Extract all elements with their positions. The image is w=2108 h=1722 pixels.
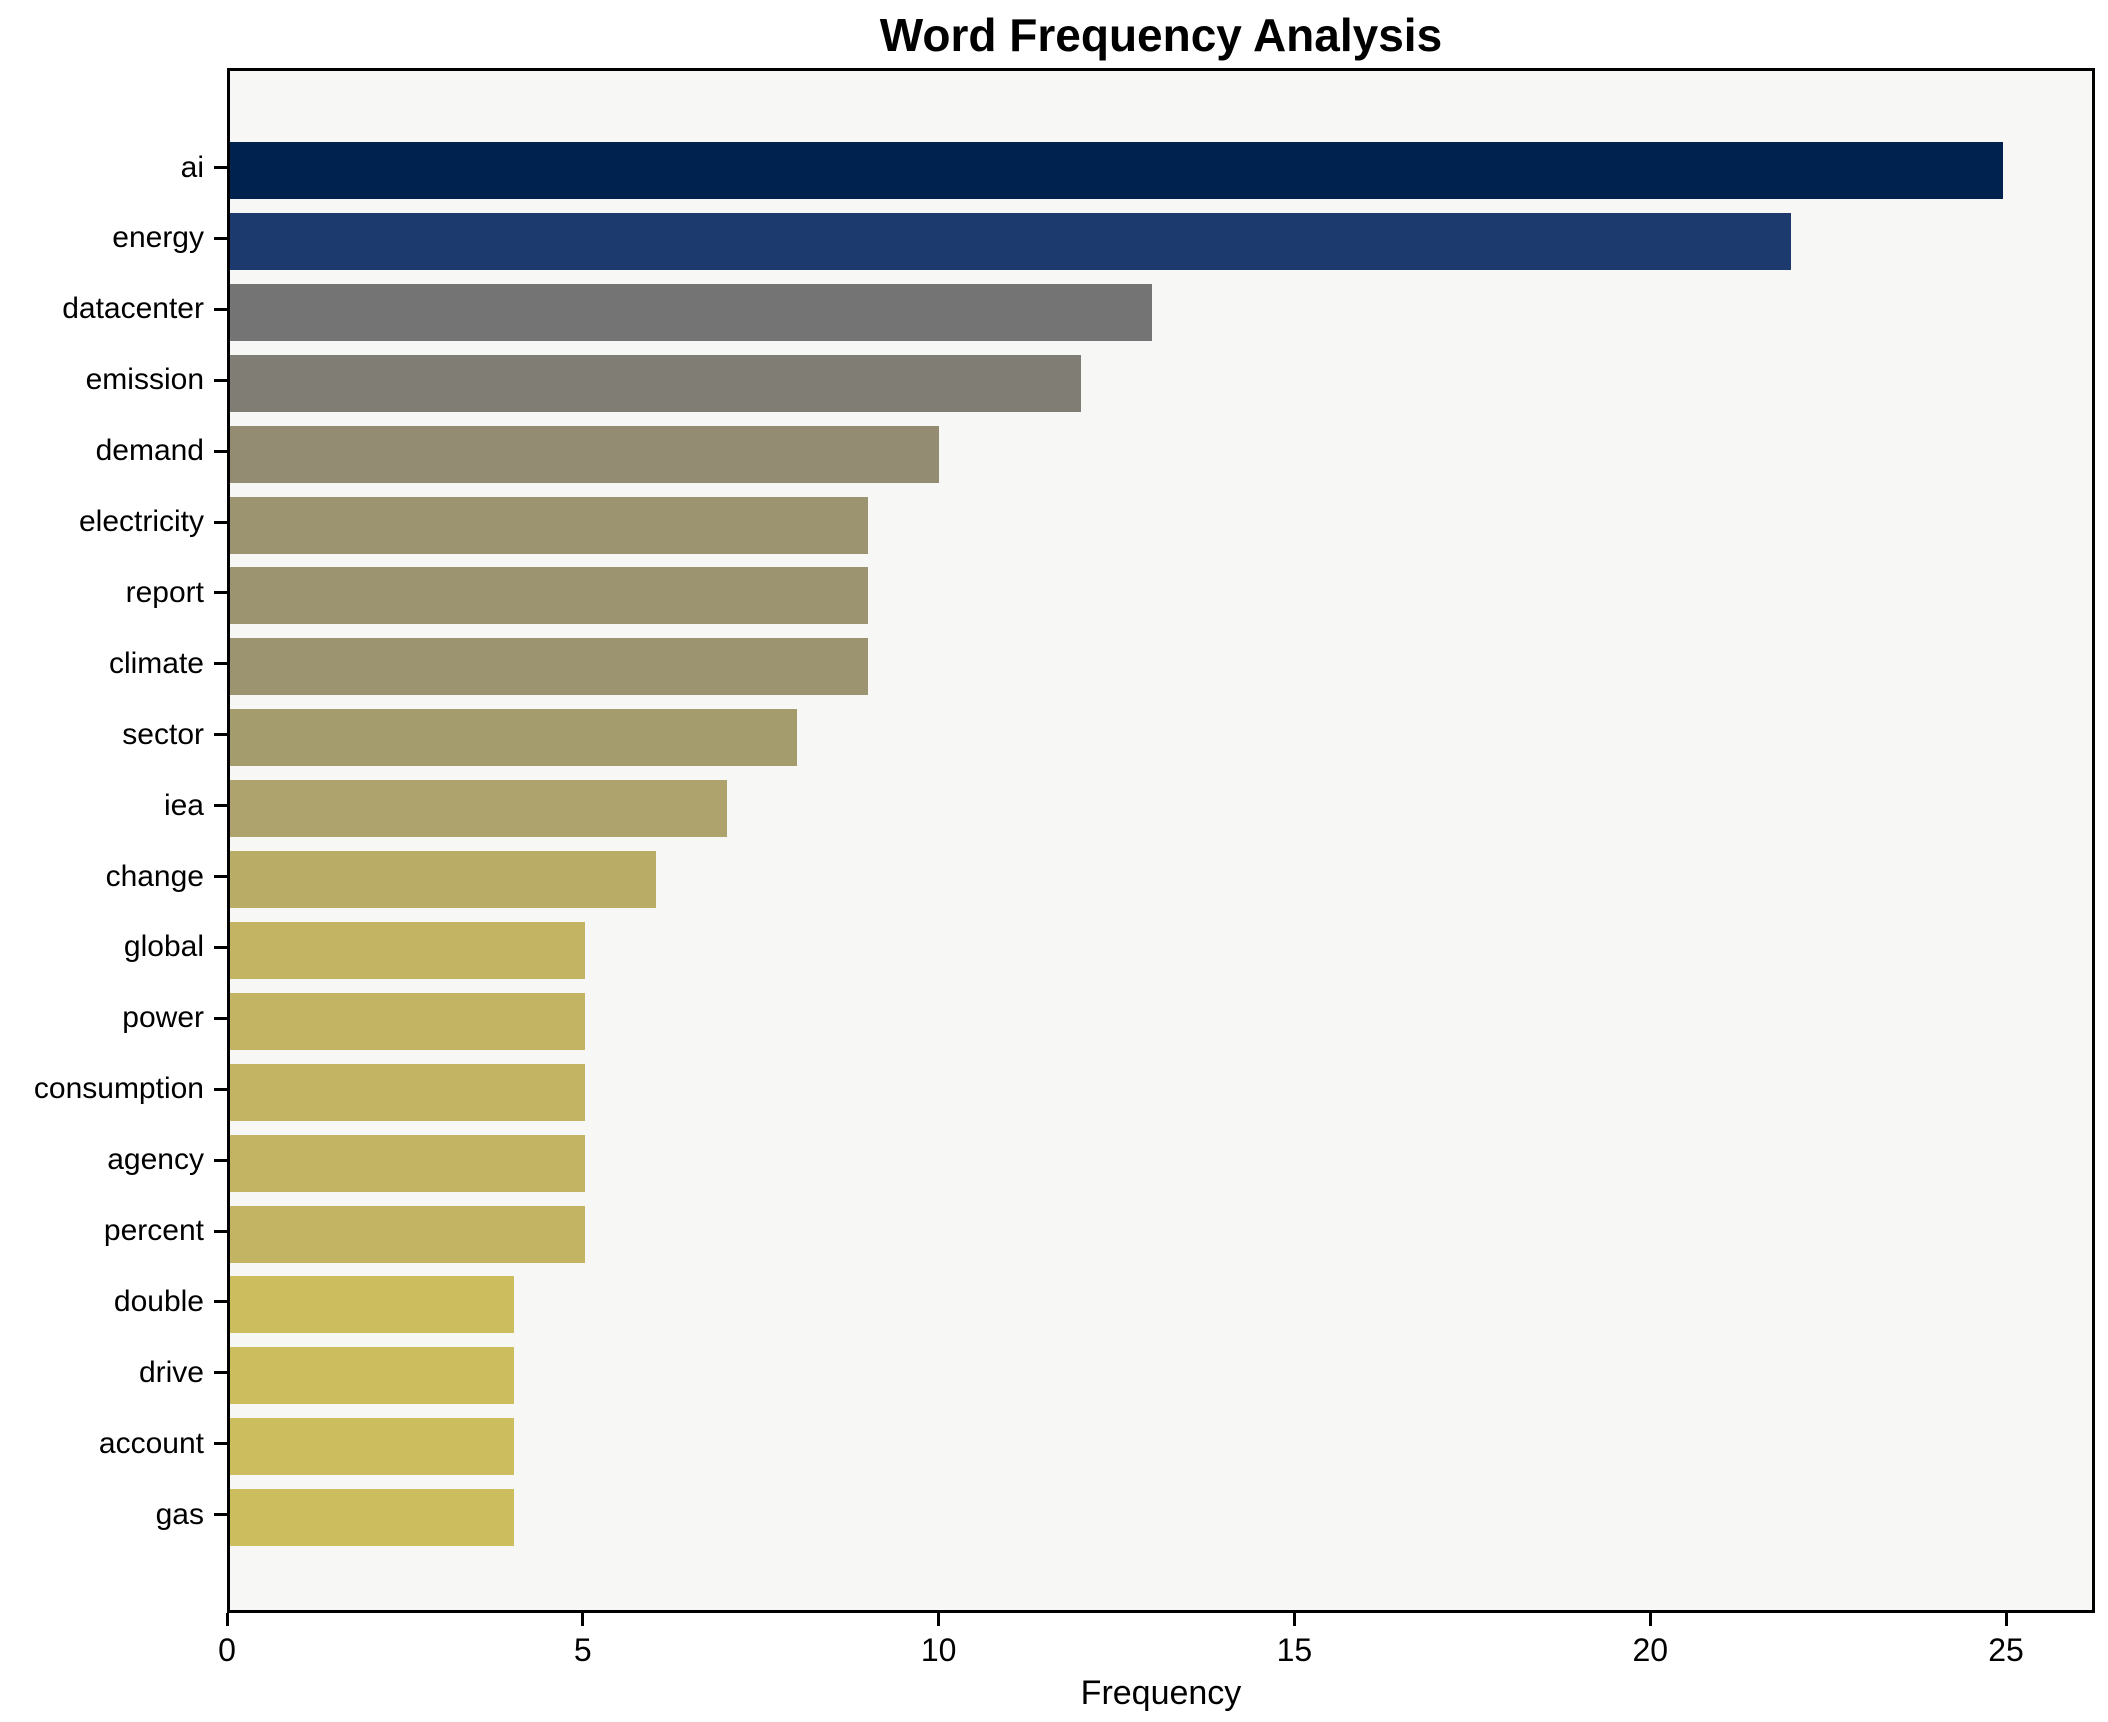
y-tick-mark (214, 236, 227, 240)
y-tick-mark (214, 804, 227, 808)
y-tick-mark (214, 520, 227, 524)
x-tick-mark (581, 1613, 585, 1626)
y-tick-mark (214, 307, 227, 311)
x-tick-label-15: 15 (1276, 1632, 1313, 1668)
y-tick-label-emission: emission (85, 363, 204, 397)
y-tick-label-agency: agency (107, 1143, 204, 1177)
y-tick-label-consumption: consumption (33, 1072, 204, 1106)
bar-sector (230, 709, 798, 767)
y-tick-label-change: change (105, 859, 204, 893)
x-tick-mark (2004, 1613, 2008, 1626)
y-tick-mark (214, 1016, 227, 1020)
y-tick-label-double: double (113, 1284, 204, 1318)
y-tick-mark (214, 591, 227, 595)
y-tick-mark (214, 166, 227, 169)
y-tick-label-percent: percent (103, 1214, 204, 1247)
y-tick-label-demand: demand (95, 434, 204, 468)
y-tick-mark (214, 1087, 227, 1091)
x-tick-label-20: 20 (1632, 1632, 1669, 1668)
bar-percent (230, 1205, 585, 1263)
y-tick-mark (214, 1158, 227, 1162)
bar-emission (230, 354, 1082, 412)
bar-gas (230, 1489, 514, 1547)
bar-climate (230, 638, 869, 696)
plot-area (227, 68, 2095, 1613)
bar-change (230, 851, 656, 908)
bar-energy (230, 212, 1791, 270)
x-tick-label-25: 25 (1988, 1632, 2024, 1668)
bar-global (230, 921, 585, 979)
y-tick-label-electricity: electricity (78, 505, 204, 538)
y-tick-label-report: report (125, 575, 204, 609)
bar-report (230, 567, 869, 625)
y-tick-label-climate: climate (108, 646, 204, 680)
chart-title: Word Frequency Analysis (879, 9, 1443, 61)
x-axis-label: Frequency (1080, 1674, 1242, 1712)
bar-ai (230, 142, 2004, 199)
y-tick-mark (214, 1513, 227, 1517)
bar-electricity (230, 496, 869, 554)
bar-power (230, 992, 585, 1050)
y-tick-mark (214, 733, 227, 737)
bar-iea (230, 780, 727, 838)
y-tick-label-energy: energy (112, 221, 204, 255)
y-tick-label-datacenter: datacenter (62, 292, 204, 326)
y-tick-mark (214, 662, 227, 666)
bar-double (230, 1276, 514, 1334)
bar-demand (230, 425, 940, 483)
y-tick-label-sector: sector (122, 717, 204, 751)
x-tick-label-10: 10 (920, 1632, 957, 1668)
bar-drive (230, 1347, 514, 1405)
y-tick-mark (214, 875, 227, 878)
x-tick-mark (937, 1613, 941, 1626)
x-tick-mark (225, 1613, 229, 1626)
y-tick-mark (214, 1300, 227, 1304)
x-tick-mark (1292, 1613, 1296, 1626)
x-tick-mark (1648, 1613, 1652, 1626)
bar-consumption (230, 1063, 585, 1121)
x-tick-label-5: 5 (573, 1632, 592, 1668)
x-tick-label-0: 0 (218, 1632, 236, 1668)
y-tick-label-global: global (123, 930, 204, 964)
y-tick-mark (214, 1371, 227, 1375)
y-tick-label-ai: ai (180, 150, 204, 184)
y-tick-label-iea: iea (163, 788, 204, 822)
y-tick-label-drive: drive (138, 1355, 204, 1389)
y-tick-label-gas: gas (155, 1497, 204, 1531)
bar-datacenter (230, 283, 1153, 341)
y-tick-mark (214, 378, 227, 382)
y-tick-label-account: account (98, 1426, 204, 1460)
y-tick-mark (214, 1442, 227, 1446)
y-tick-label-power: power (122, 1001, 204, 1035)
y-tick-mark (214, 449, 227, 453)
y-tick-mark (214, 945, 227, 949)
bar-agency (230, 1134, 585, 1192)
bar-account (230, 1418, 514, 1476)
y-tick-mark (214, 1229, 227, 1233)
